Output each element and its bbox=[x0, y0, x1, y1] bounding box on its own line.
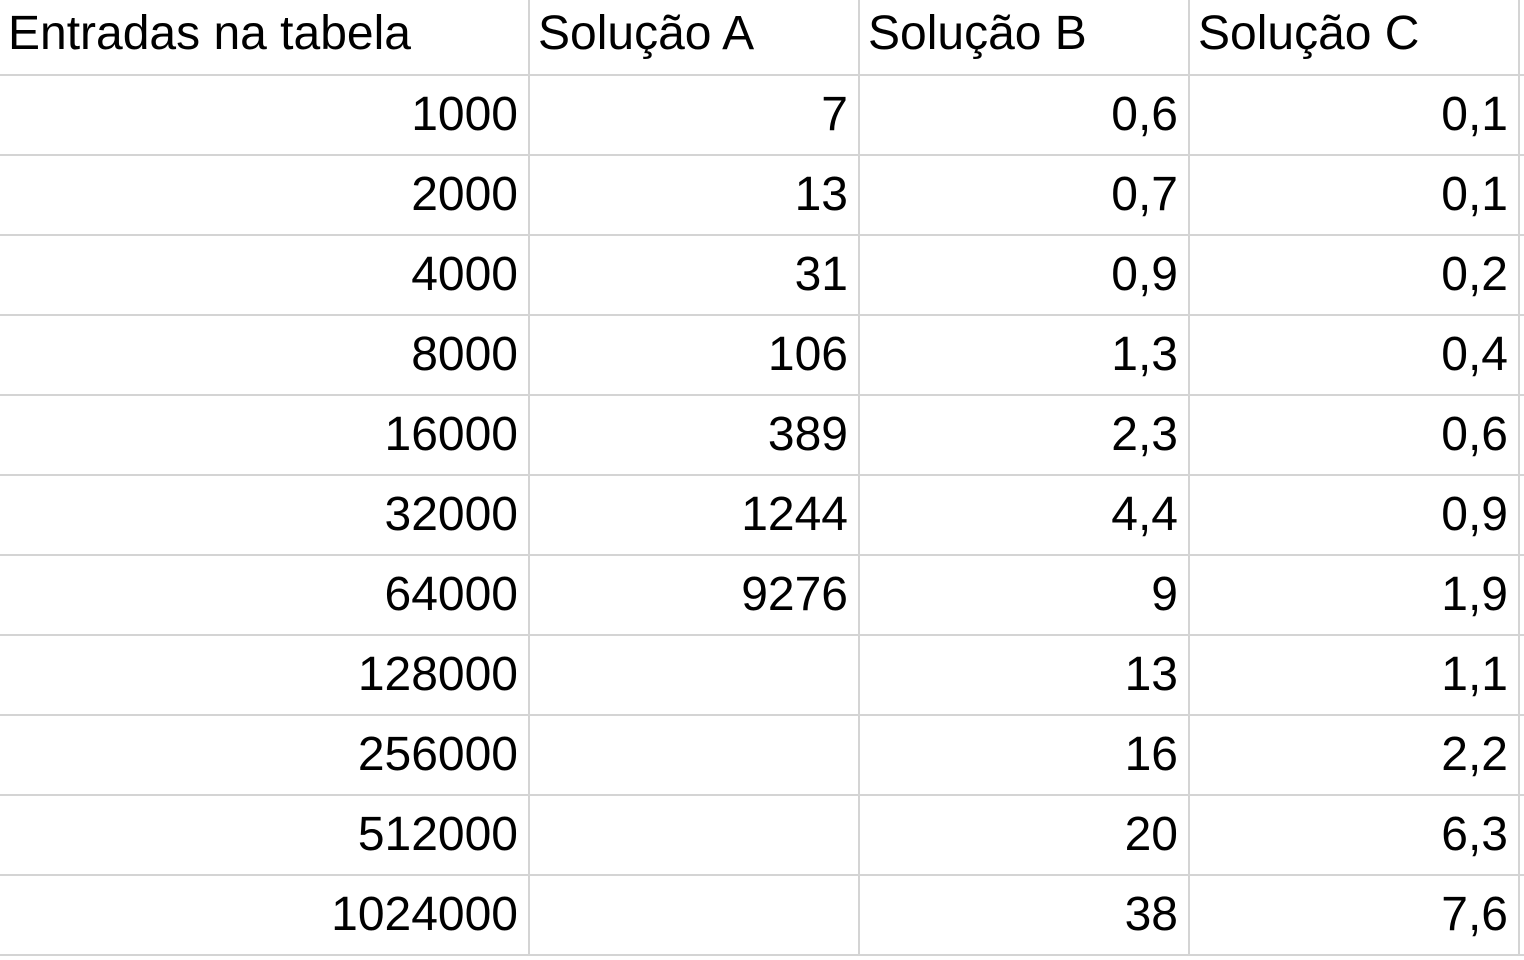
table-row: 64000 9276 9 1,9 bbox=[0, 556, 1524, 636]
table-cell[interactable]: 106 bbox=[530, 316, 860, 394]
table-cell[interactable]: 0,9 bbox=[1190, 476, 1520, 554]
table-row: 16000 389 2,3 0,6 bbox=[0, 396, 1524, 476]
table-cell[interactable]: 0,2 bbox=[1190, 236, 1520, 314]
table-cell[interactable]: 6,3 bbox=[1190, 796, 1520, 874]
table-cell[interactable]: 0,7 bbox=[860, 156, 1190, 234]
table-cell[interactable]: 389 bbox=[530, 396, 860, 474]
table-row: 128000 13 1,1 bbox=[0, 636, 1524, 716]
table-row: 2000 13 0,7 0,1 bbox=[0, 156, 1524, 236]
table-cell[interactable]: 1000 bbox=[0, 76, 530, 154]
table-cell[interactable] bbox=[530, 636, 860, 714]
table-cell[interactable]: 512000 bbox=[0, 796, 530, 874]
table-cell[interactable]: 8000 bbox=[0, 316, 530, 394]
header-cell-solucao-a[interactable]: Solução A bbox=[530, 0, 860, 74]
table-row: 256000 16 2,2 bbox=[0, 716, 1524, 796]
table-cell[interactable]: 32000 bbox=[0, 476, 530, 554]
header-cell-solucao-c[interactable]: Solução C bbox=[1190, 0, 1520, 74]
table-cell[interactable]: 9 bbox=[860, 556, 1190, 634]
table-cell[interactable]: 16000 bbox=[0, 396, 530, 474]
table-row: 1000 7 0,6 0,1 bbox=[0, 76, 1524, 156]
table-cell[interactable]: 20 bbox=[860, 796, 1190, 874]
table-row: 512000 20 6,3 bbox=[0, 796, 1524, 876]
header-cell-solucao-b[interactable]: Solução B bbox=[860, 0, 1190, 74]
table-cell[interactable]: 16 bbox=[860, 716, 1190, 794]
table-row: 1024000 38 7,6 bbox=[0, 876, 1524, 956]
table-cell[interactable]: 128000 bbox=[0, 636, 530, 714]
table-cell[interactable]: 1,1 bbox=[1190, 636, 1520, 714]
table-cell[interactable]: 0,1 bbox=[1190, 156, 1520, 234]
table-cell[interactable]: 4000 bbox=[0, 236, 530, 314]
table-cell[interactable]: 0,9 bbox=[860, 236, 1190, 314]
table-cell[interactable]: 64000 bbox=[0, 556, 530, 634]
table-row: 8000 106 1,3 0,4 bbox=[0, 316, 1524, 396]
table-cell[interactable]: 0,1 bbox=[1190, 76, 1520, 154]
table-cell[interactable]: 13 bbox=[860, 636, 1190, 714]
table-cell[interactable]: 2,2 bbox=[1190, 716, 1520, 794]
table-cell[interactable]: 9276 bbox=[530, 556, 860, 634]
table-cell[interactable] bbox=[530, 796, 860, 874]
table-cell[interactable]: 38 bbox=[860, 876, 1190, 954]
table-cell[interactable]: 7 bbox=[530, 76, 860, 154]
table-cell[interactable]: 1,3 bbox=[860, 316, 1190, 394]
table-cell[interactable] bbox=[530, 876, 860, 954]
table-cell[interactable]: 0,4 bbox=[1190, 316, 1520, 394]
table-cell[interactable]: 0,6 bbox=[860, 76, 1190, 154]
table-cell[interactable]: 256000 bbox=[0, 716, 530, 794]
table-cell[interactable]: 7,6 bbox=[1190, 876, 1520, 954]
header-cell-entradas[interactable]: Entradas na tabela bbox=[0, 0, 530, 74]
header-row: Entradas na tabela Solução A Solução B S… bbox=[0, 0, 1524, 76]
table-cell[interactable]: 4,4 bbox=[860, 476, 1190, 554]
table-cell[interactable]: 1244 bbox=[530, 476, 860, 554]
table-cell[interactable]: 1024000 bbox=[0, 876, 530, 954]
table-cell[interactable]: 0,6 bbox=[1190, 396, 1520, 474]
table-cell[interactable]: 1,9 bbox=[1190, 556, 1520, 634]
table-cell[interactable]: 2,3 bbox=[860, 396, 1190, 474]
table-cell[interactable]: 31 bbox=[530, 236, 860, 314]
table-cell[interactable] bbox=[530, 716, 860, 794]
table-cell[interactable]: 2000 bbox=[0, 156, 530, 234]
table-cell[interactable]: 13 bbox=[530, 156, 860, 234]
table-row: 32000 1244 4,4 0,9 bbox=[0, 476, 1524, 556]
table-row: 4000 31 0,9 0,2 bbox=[0, 236, 1524, 316]
